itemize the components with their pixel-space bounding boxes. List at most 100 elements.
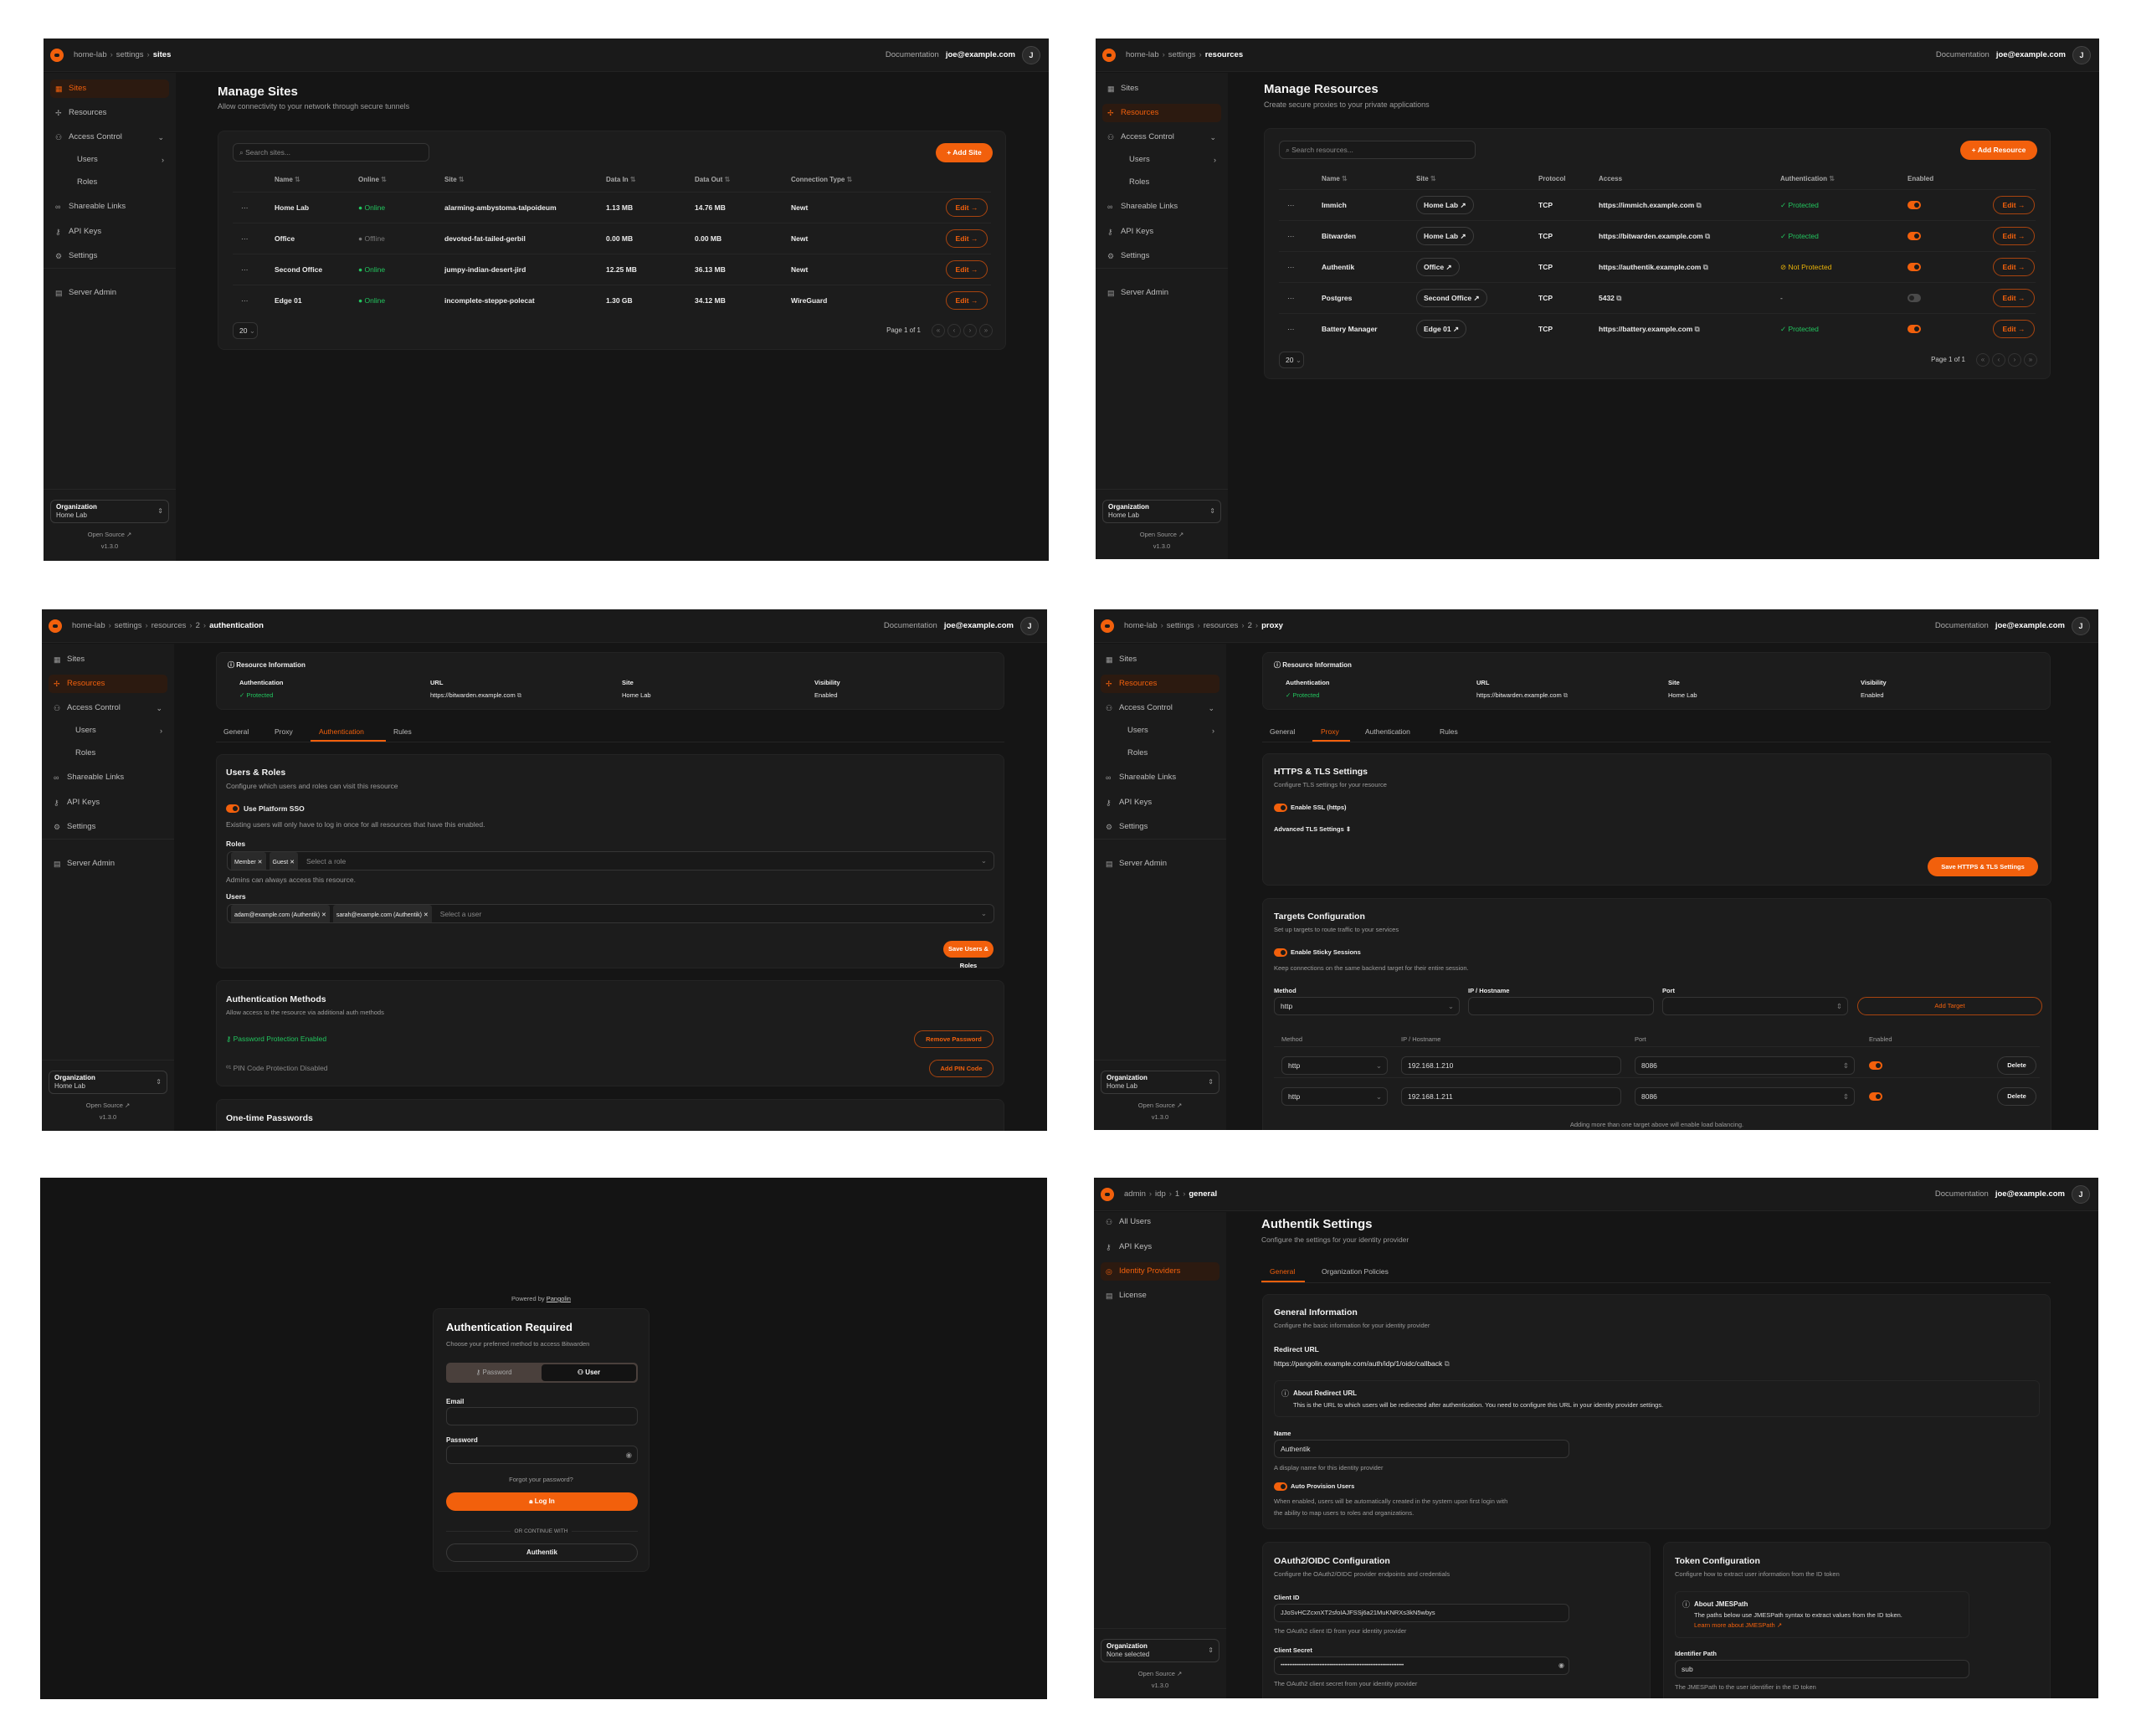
tab-general[interactable]: General xyxy=(223,727,249,736)
sidebar-item-roles[interactable]: Roles xyxy=(57,744,167,763)
sidebar-item-roles[interactable]: Roles xyxy=(1109,744,1219,763)
last-page-button[interactable]: » xyxy=(979,324,993,337)
last-page-button[interactable]: » xyxy=(2024,353,2037,367)
table-row[interactable]: ⋯ Office ● Offline devoted-fat-tailed-gerbi… xyxy=(233,223,991,254)
page-size-select[interactable]: 20 ⌄ xyxy=(233,322,258,339)
sidebar-item-access-control[interactable]: ⚇ Access Control ⌄ xyxy=(1102,128,1221,146)
enable-ssl-toggle[interactable] xyxy=(1274,804,1287,812)
sidebar-item-api-keys[interactable]: ⚷ API Keys xyxy=(1101,1238,1219,1256)
advanced-tls-toggle[interactable]: Advanced TLS Settings ⇕ xyxy=(1274,824,1351,835)
sidebar-item-api-keys[interactable]: ⚷ API Keys xyxy=(49,794,167,812)
chevron-down-icon[interactable]: ⌄ xyxy=(157,133,164,141)
tab-organization-policies[interactable]: Organization Policies xyxy=(1322,1267,1389,1276)
enabled-toggle[interactable] xyxy=(1908,201,1921,209)
page-size-select[interactable]: 20 ⌄ xyxy=(1279,352,1304,368)
sidebar-item-access-control[interactable]: ⚇ Access Control ⌄ xyxy=(49,699,167,717)
auto-provision-toggle[interactable] xyxy=(1274,1482,1287,1491)
breadcrumb-item[interactable]: home-lab xyxy=(1126,50,1159,59)
organization-selector[interactable]: Organization Home Lab ⇕ xyxy=(1101,1071,1219,1094)
user-email[interactable]: joe@example.com xyxy=(1995,50,2066,59)
open-source-link[interactable]: Open Source ↗ xyxy=(42,1101,174,1111)
breadcrumb-item[interactable]: settings xyxy=(114,621,142,630)
target-method-select[interactable]: http ⌄ xyxy=(1281,1087,1388,1106)
site-badge[interactable]: Office ↗ xyxy=(1416,258,1460,276)
row-actions-icon[interactable]: ⋯ xyxy=(241,203,249,212)
breadcrumb-item[interactable]: admin xyxy=(1124,1189,1146,1199)
pangolin-logo[interactable] xyxy=(50,49,64,62)
tab-authentication[interactable]: Authentication xyxy=(319,727,364,736)
target-port-input[interactable]: 8086 ⇕ xyxy=(1635,1087,1855,1106)
target-port-input[interactable]: 8086 ⇕ xyxy=(1635,1056,1855,1075)
breadcrumb-item[interactable]: authentication xyxy=(209,621,264,630)
remove-password-button[interactable]: Remove Password xyxy=(914,1030,994,1048)
eye-icon[interactable]: ◉ xyxy=(1558,1662,1564,1669)
chevron-down-icon[interactable]: ⌄ xyxy=(156,704,162,712)
user-email[interactable]: joe@example.com xyxy=(1995,621,2065,630)
identifier-path-input[interactable]: sub xyxy=(1675,1660,1969,1678)
ip-hostname-input[interactable] xyxy=(1468,997,1654,1015)
edit-button[interactable]: Edit → xyxy=(1993,258,2035,276)
column-header-authentication[interactable]: Authentication ⇅ xyxy=(1780,174,1908,184)
row-actions-icon[interactable]: ⋯ xyxy=(1287,294,1295,302)
breadcrumb-item[interactable]: 2 xyxy=(195,621,200,630)
site-badge[interactable]: Home Lab ↗ xyxy=(1416,227,1474,245)
eye-icon[interactable]: ◉ xyxy=(625,1451,632,1459)
tab-authentication[interactable]: Authentication xyxy=(1365,727,1410,736)
sidebar-item-access-control[interactable]: ⚇ Access Control ⌄ xyxy=(50,128,169,146)
user-email[interactable]: joe@example.com xyxy=(945,50,1015,59)
table-row[interactable]: ⋯ Home Lab ● Online alarming-ambystoma-talp… xyxy=(233,192,991,223)
save-users-roles-button[interactable]: Save Users & Roles xyxy=(943,941,994,969)
documentation-link[interactable]: Documentation xyxy=(1934,1189,1989,1199)
sidebar-item-sites[interactable]: ▦ Sites xyxy=(1102,80,1221,98)
sidebar-item-users[interactable]: Users › xyxy=(1111,151,1221,169)
add-pin-code-button[interactable]: Add PIN Code xyxy=(929,1060,994,1077)
remove-icon[interactable]: ✕ xyxy=(288,860,295,865)
sidebar-item-resources[interactable]: ✢ Resources xyxy=(1102,104,1221,122)
open-source-link[interactable]: Open Source ↗ xyxy=(1096,530,1228,540)
sidebar-item-users[interactable]: Users › xyxy=(59,151,169,169)
target-enabled-toggle[interactable] xyxy=(1869,1092,1882,1101)
pangolin-logo[interactable] xyxy=(49,619,62,633)
column-header-name[interactable]: Name ⇅ xyxy=(1322,174,1416,184)
sidebar-item-settings[interactable]: ⚙ Settings xyxy=(50,247,169,265)
chevron-down-icon[interactable]: ⌄ xyxy=(1209,133,1216,141)
sidebar-item-identity-providers[interactable]: ◎ Identity Providers xyxy=(1101,1262,1219,1281)
remove-icon[interactable]: ✕ xyxy=(421,912,429,918)
first-page-button[interactable]: « xyxy=(1976,353,1990,367)
first-page-button[interactable]: « xyxy=(932,324,945,337)
sidebar-item-shareable-links[interactable]: ∞ Shareable Links xyxy=(1102,198,1221,216)
breadcrumb-item[interactable]: settings xyxy=(116,50,144,59)
target-ip-input[interactable]: 192.168.1.210 xyxy=(1401,1056,1621,1075)
client-secret-input[interactable]: ••••••••••••••••••••••••••••••••••••••••… xyxy=(1274,1656,1569,1675)
column-header-name[interactable]: Name ⇅ xyxy=(275,175,358,185)
open-source-link[interactable]: Open Source ↗ xyxy=(44,530,176,540)
documentation-link[interactable]: Documentation xyxy=(883,621,937,630)
row-actions-icon[interactable]: ⋯ xyxy=(241,296,249,305)
avatar[interactable]: J xyxy=(1022,46,1040,64)
breadcrumb-item[interactable]: idp xyxy=(1155,1189,1166,1199)
edit-button[interactable]: Edit → xyxy=(946,260,988,279)
organization-selector[interactable]: Organization Home Lab ⇕ xyxy=(50,500,169,523)
enabled-toggle[interactable] xyxy=(1908,263,1921,271)
search-input[interactable]: ⌕ Search sites... xyxy=(233,143,429,162)
delete-target-button[interactable]: Delete xyxy=(1997,1056,2036,1075)
column-header-protocol[interactable]: Protocol xyxy=(1538,174,1599,184)
breadcrumb-item[interactable]: home-lab xyxy=(74,50,107,59)
next-page-button[interactable]: › xyxy=(963,324,977,337)
edit-button[interactable]: Edit → xyxy=(946,229,988,248)
table-row[interactable]: ⋯ Postgres Second Office ↗ TCP 5432 ⧉ - Edit → xyxy=(1279,282,2036,313)
table-row[interactable]: ⋯ Second Office ● Online jumpy-indian-deser… xyxy=(233,254,991,285)
edit-button[interactable]: Edit → xyxy=(1993,289,2035,307)
remove-icon[interactable]: ✕ xyxy=(255,860,263,865)
copy-icon[interactable]: ⧉ xyxy=(1614,294,1622,302)
tab-proxy[interactable]: Proxy xyxy=(275,727,293,736)
tab-proxy[interactable]: Proxy xyxy=(1321,727,1339,736)
search-input[interactable]: ⌕ Search resources... xyxy=(1279,141,1476,159)
sidebar-item-sites[interactable]: ▦ Sites xyxy=(50,80,169,98)
breadcrumb-item[interactable]: general xyxy=(1189,1189,1218,1199)
sidebar-item-api-keys[interactable]: ⚷ API Keys xyxy=(50,223,169,241)
breadcrumb-item[interactable]: resources xyxy=(1203,621,1239,630)
sidebar-item-all-users[interactable]: ⚇ All Users xyxy=(1101,1213,1219,1231)
table-row[interactable]: ⋯ Bitwarden Home Lab ↗ TCP https://bitwarden… xyxy=(1279,220,2036,251)
pangolin-logo[interactable] xyxy=(1102,49,1116,62)
